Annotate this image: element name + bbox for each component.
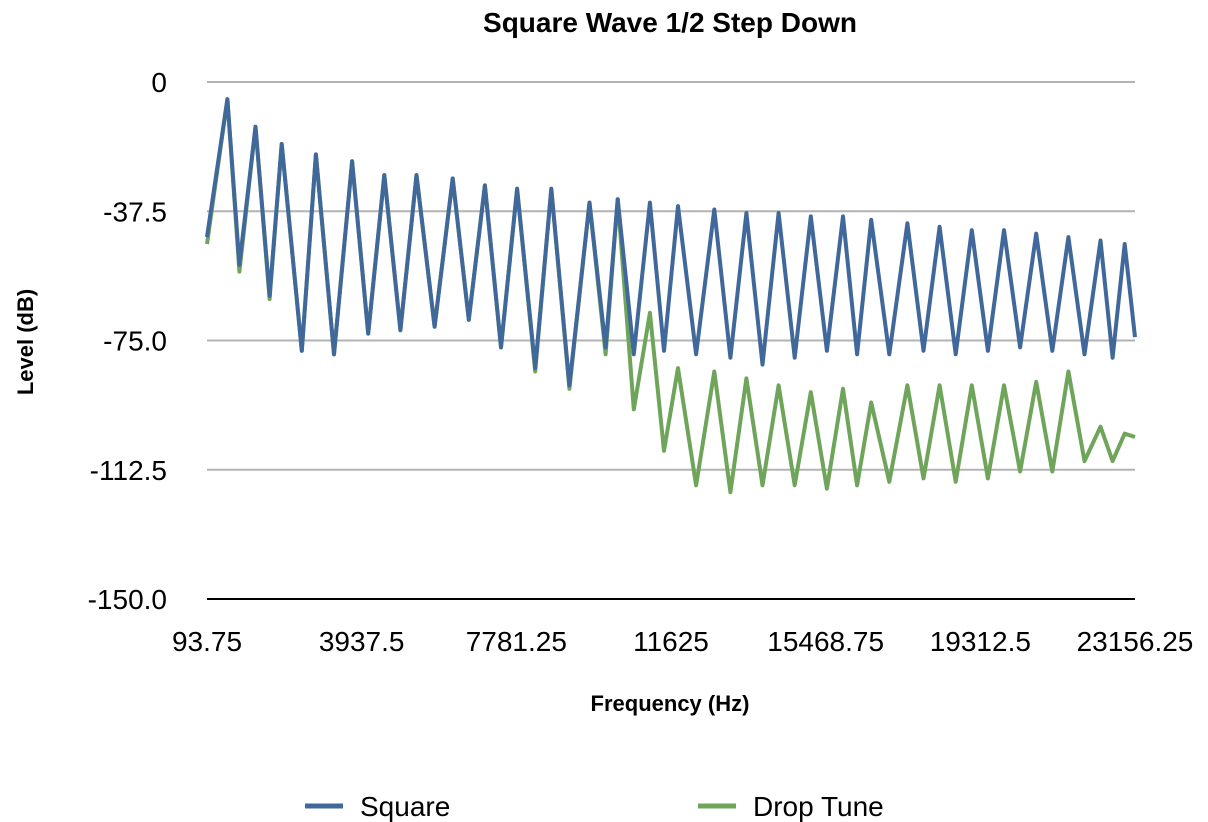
y-tick-labels: 0 -37.5 -75.0 -112.5 -150.0: [88, 67, 167, 615]
grid: [207, 82, 1135, 599]
legend: Square Drop Tune: [305, 791, 884, 822]
legend-label-drop-tune: Drop Tune: [753, 791, 884, 822]
y-tick-label: -150.0: [88, 584, 167, 615]
series-lines: [207, 99, 1135, 492]
x-axis-title: Frequency (Hz): [591, 691, 750, 716]
x-tick-label: 7781.25: [466, 626, 567, 657]
x-tick-label: 23156.25: [1077, 626, 1194, 657]
x-tick-label: 3937.5: [319, 626, 405, 657]
x-tick-label: 11625: [633, 626, 709, 657]
y-axis-title: Level (dB): [13, 289, 38, 395]
y-tick-label: -37.5: [103, 196, 167, 227]
x-tick-label: 19312.5: [930, 626, 1031, 657]
x-tick-labels: 93.75 3937.5 7781.25 11625 15468.75 19312.5 23…: [172, 626, 1193, 657]
y-tick-label: -112.5: [90, 455, 167, 486]
y-tick-label: -75.0: [103, 326, 167, 357]
x-tick-label: 15468.75: [767, 626, 884, 657]
x-tick-label: 93.75: [172, 626, 242, 657]
series-line-square: [207, 99, 1135, 385]
y-tick-label: 0: [151, 67, 167, 98]
legend-label-square: Square: [360, 791, 450, 822]
chart-title: Square Wave 1/2 Step Down: [483, 7, 857, 38]
